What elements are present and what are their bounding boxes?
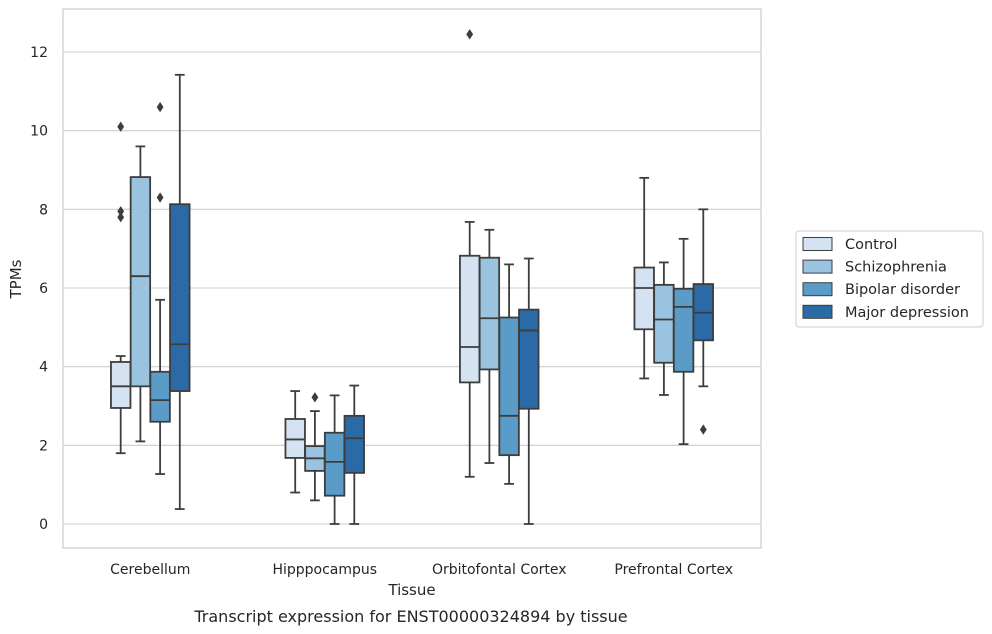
outlier-point xyxy=(117,206,125,217)
x-tick-labels: Cerebellum Hipppocampus Orbitofontal Corte… xyxy=(110,562,733,578)
y-tick-label: 8 xyxy=(39,202,48,218)
box-iqr xyxy=(459,254,481,384)
legend-label: Bipolar disorder xyxy=(845,282,960,298)
outlier-point xyxy=(117,212,125,223)
box-iqr xyxy=(343,414,365,474)
outlier-point xyxy=(156,192,164,203)
box-schizophrenia xyxy=(653,261,675,396)
box-bipolar-disorder xyxy=(672,237,695,446)
x-tick-label: Prefrontal Cortex xyxy=(614,562,733,578)
box-schizophrenia xyxy=(129,145,152,443)
x-tick-label: Hipppocampus xyxy=(272,562,377,578)
legend-frame xyxy=(795,230,984,328)
box-iqr xyxy=(518,308,540,410)
box-major-depression xyxy=(169,73,191,510)
box-control xyxy=(633,176,655,380)
legend-swatch xyxy=(802,237,833,251)
plot-frame xyxy=(62,8,762,549)
box-control xyxy=(459,29,481,478)
outlier-point xyxy=(156,101,164,113)
box-iqr xyxy=(653,283,675,364)
legend-swatch xyxy=(802,259,833,274)
box-control xyxy=(284,390,306,494)
legend-swatch xyxy=(802,304,833,319)
box-major-depression xyxy=(518,257,540,525)
box-bipolar-disorder xyxy=(498,263,520,485)
box-control xyxy=(110,121,132,455)
y-tick-label: 6 xyxy=(39,281,48,297)
legend: Control Schizophrenia Bipolar disorder Majo… xyxy=(795,230,984,328)
y-tick-labels: 0 2 4 6 8 10 12 xyxy=(30,45,48,533)
legend-label: Control xyxy=(845,237,897,253)
outlier-point xyxy=(699,424,707,435)
box-iqr xyxy=(633,266,655,331)
box-major-depression xyxy=(692,208,714,435)
outlier-point xyxy=(311,392,319,403)
box-bipolar-disorder xyxy=(149,101,171,475)
box-iqr xyxy=(149,370,171,423)
box-iqr xyxy=(323,431,346,497)
box-bipolar-disorder xyxy=(323,394,346,525)
boxes xyxy=(110,29,714,525)
outlier-point xyxy=(466,29,474,40)
box-schizophrenia xyxy=(304,392,326,502)
box-iqr xyxy=(129,176,152,388)
y-tick-label: 4 xyxy=(39,360,48,376)
legend-swatch xyxy=(802,282,833,297)
y-tick-label: 10 xyxy=(30,124,48,140)
outlier-point xyxy=(117,121,125,132)
box-schizophrenia xyxy=(478,228,501,464)
box-iqr xyxy=(498,316,520,457)
box-major-depression xyxy=(343,384,365,525)
box-iqr xyxy=(478,256,501,371)
legend-label: Schizophrenia xyxy=(845,260,947,276)
legend-label: Major depression xyxy=(845,305,969,321)
box-iqr xyxy=(110,361,132,409)
x-tick-label: Orbitofontal Cortex xyxy=(432,562,567,578)
box-iqr xyxy=(169,203,191,392)
x-tick-label: Cerebellum xyxy=(110,562,190,578)
y-axis-label: TPMs xyxy=(7,259,25,299)
box-iqr xyxy=(284,418,306,459)
figure-caption: Transcript expression for ENST0000032489… xyxy=(193,607,627,626)
box-iqr xyxy=(672,287,695,373)
y-tick-label: 12 xyxy=(30,45,48,61)
y-tick-label: 0 xyxy=(39,517,48,533)
x-axis-label: Tissue xyxy=(387,581,435,599)
y-tick-label: 2 xyxy=(39,438,48,454)
